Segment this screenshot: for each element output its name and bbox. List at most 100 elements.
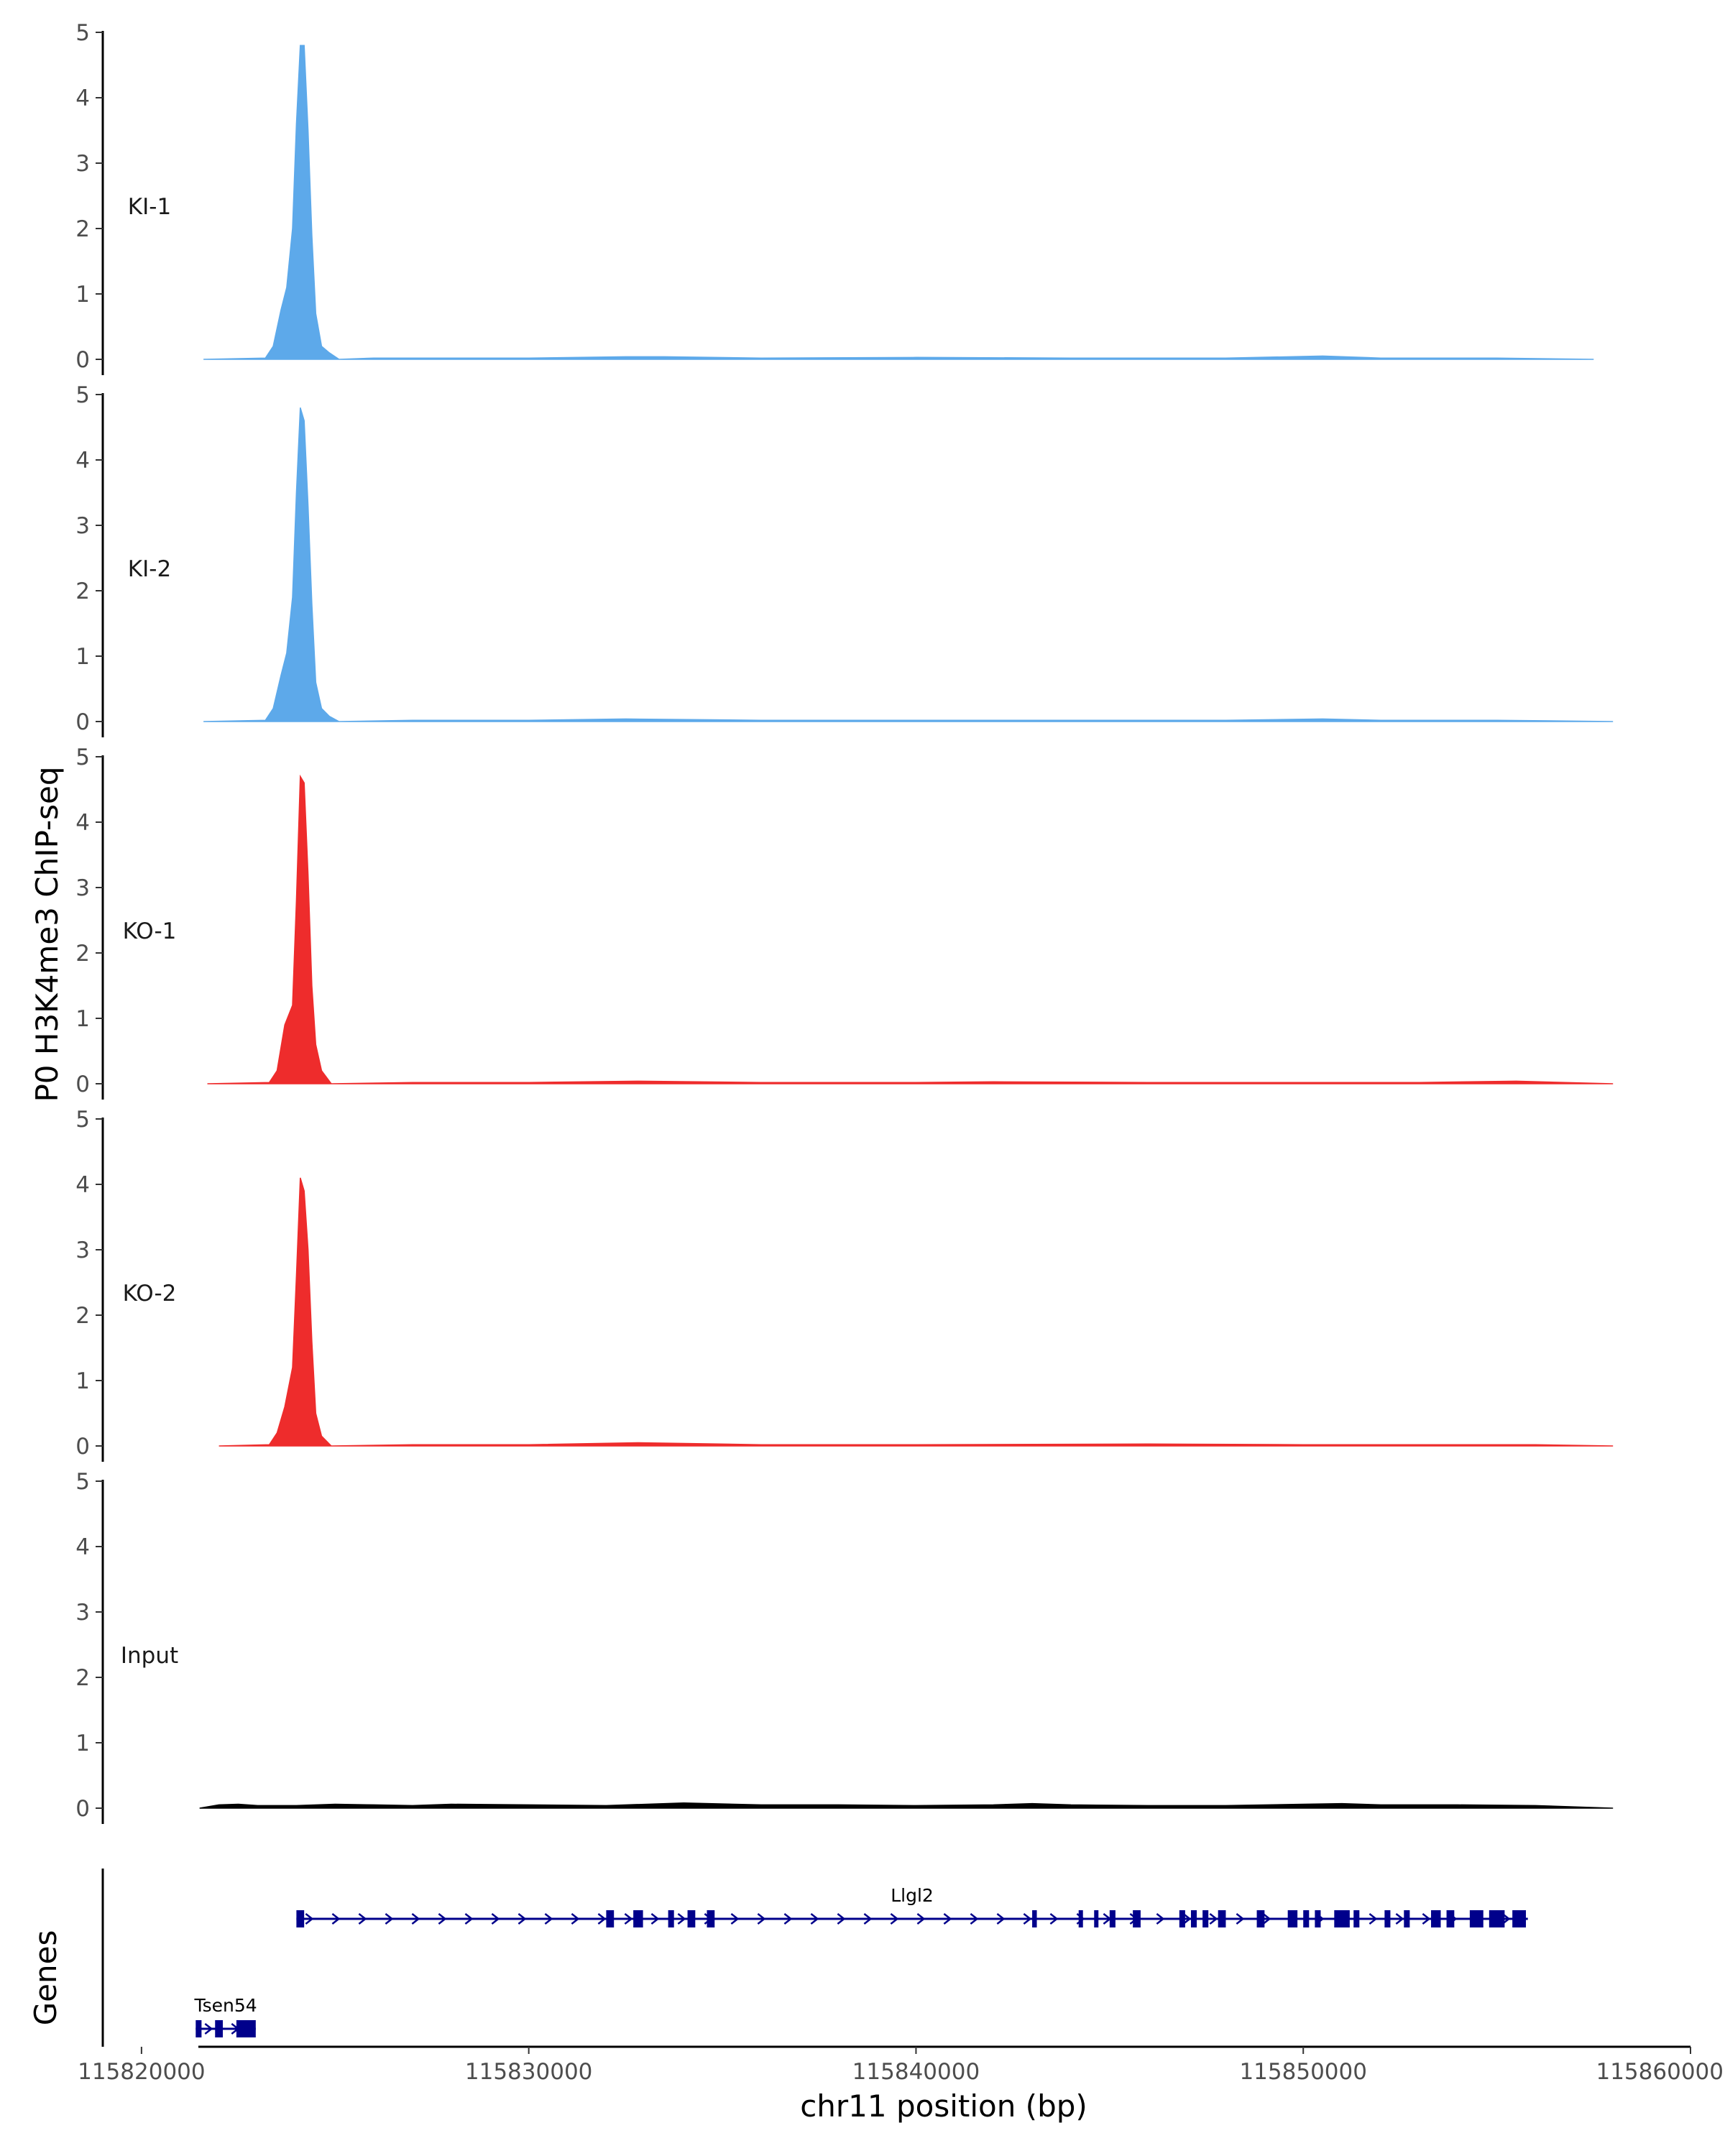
strand-arrow xyxy=(1368,1913,1378,1925)
gene-exon xyxy=(633,1910,643,1927)
x-tick-label: 115840000 xyxy=(852,2059,980,2085)
gene-exon xyxy=(1404,1910,1410,1927)
strand-arrow xyxy=(1262,1913,1271,1925)
strand-arrow xyxy=(863,1913,873,1925)
gene-annotation-panel: Genes Llgl2 Tsen54 xyxy=(28,1869,1528,2047)
signal-area xyxy=(218,1177,1614,1447)
y-tick-label: 0 xyxy=(75,1072,90,1097)
track-input: 0 1 2 3 4 5 Input xyxy=(75,1469,1614,1824)
gene-exon xyxy=(1512,1910,1527,1927)
gene-exon xyxy=(1256,1910,1265,1927)
y-tick-label: 0 xyxy=(75,347,90,373)
strand-arrow xyxy=(331,1913,341,1925)
gene-exon xyxy=(1303,1910,1310,1927)
gene-exon xyxy=(1109,1910,1116,1927)
strand-arrow xyxy=(890,1913,899,1925)
y-tick-label: 2 xyxy=(75,216,90,242)
y-tick-label: 3 xyxy=(75,875,90,901)
strand-arrow xyxy=(464,1913,474,1925)
gene-llgl2: Llgl2 xyxy=(296,1885,1528,1927)
y-tick-label: 0 xyxy=(75,709,90,735)
strand-arrow xyxy=(305,1913,314,1925)
y-tick-label: 1 xyxy=(75,282,90,308)
y-tick-label: 3 xyxy=(75,513,90,539)
strand-arrow xyxy=(943,1913,952,1925)
strand-arrow xyxy=(1023,1913,1032,1925)
strand-arrow xyxy=(783,1913,793,1925)
x-tick-label: 115820000 xyxy=(78,2059,206,2085)
gene-exon xyxy=(1334,1910,1350,1927)
gene-exon xyxy=(1078,1910,1083,1927)
gene-exon xyxy=(236,2020,256,2037)
signal-area xyxy=(203,45,1594,360)
gene-exon xyxy=(1190,1910,1197,1927)
strand-arrow xyxy=(1182,1913,1192,1925)
strand-arrow xyxy=(1422,1913,1431,1925)
y-tick-label: 1 xyxy=(75,1731,90,1756)
gene-exon xyxy=(606,1910,615,1927)
gene-exon xyxy=(196,2020,202,2037)
strand-arrow xyxy=(1236,1913,1245,1925)
strand-arrow xyxy=(358,1913,367,1925)
gene-exon xyxy=(1202,1910,1209,1927)
y-tick-label: 1 xyxy=(75,1006,90,1032)
track-ko-1: 0 1 2 3 4 5 KO-1 xyxy=(75,745,1614,1100)
y-tick-label: 0 xyxy=(75,1796,90,1822)
strand-arrow xyxy=(1395,1913,1404,1925)
gene-exon xyxy=(687,1910,696,1927)
strand-arrow xyxy=(518,1913,527,1925)
gene-exon xyxy=(1469,1910,1484,1927)
gene-exon xyxy=(707,1910,715,1927)
gene-exon xyxy=(1315,1910,1321,1927)
strand-arrow xyxy=(730,1913,740,1925)
gene-exon xyxy=(1133,1910,1141,1927)
signal-area xyxy=(207,774,1614,1084)
strand-arrow xyxy=(1049,1913,1059,1925)
strand-arrow xyxy=(810,1913,819,1925)
y-tick-label: 4 xyxy=(75,810,90,836)
signal-tracks: 0 1 2 3 4 5 KI-1 0 1 2 3 4 5 KI-2 0 1 2 3 4 5 KO-1 0 1 2 3 4 5 KO-2… xyxy=(75,20,1614,1824)
track-ko-2: 0 1 2 3 4 5 KO-2 xyxy=(75,1107,1614,1462)
signal-area xyxy=(199,1802,1614,1809)
gene-exon xyxy=(1287,1910,1298,1927)
strand-arrow xyxy=(916,1913,926,1925)
y-tick-label: 1 xyxy=(75,644,90,670)
strand-arrow xyxy=(491,1913,500,1925)
strand-arrow xyxy=(544,1913,553,1925)
y-tick-label: 5 xyxy=(75,382,90,408)
y-tick-label: 3 xyxy=(75,1238,90,1263)
x-tick-label: 115860000 xyxy=(1596,2059,1724,2085)
track-label: Input xyxy=(121,1643,178,1669)
strand-arrow xyxy=(1156,1913,1165,1925)
y-tick-label: 4 xyxy=(75,1172,90,1198)
strand-arrow xyxy=(1501,1913,1511,1925)
gene-name-label: Tsen54 xyxy=(193,1995,257,2016)
x-axis: 115820000 115830000 115840000 115850000 1158… xyxy=(78,2045,1724,2085)
gene-exon xyxy=(1179,1910,1185,1927)
y-tick-label: 3 xyxy=(75,151,90,177)
track-ki-2: 0 1 2 3 4 5 KI-2 xyxy=(75,382,1614,737)
strand-arrow xyxy=(970,1913,979,1925)
strand-arrow xyxy=(677,1913,686,1925)
strand-arrow xyxy=(411,1913,420,1925)
strand-arrow xyxy=(597,1913,607,1925)
strand-arrow xyxy=(757,1913,766,1925)
strand-arrow xyxy=(438,1913,447,1925)
gene-exon xyxy=(1353,1910,1360,1927)
strand-arrow xyxy=(996,1913,1006,1925)
gene-exon xyxy=(1218,1910,1226,1927)
y-tick-label: 5 xyxy=(75,20,90,46)
y-tick-label: 5 xyxy=(75,745,90,770)
gene-exon xyxy=(1431,1910,1441,1927)
y-tick-label: 2 xyxy=(75,1665,90,1691)
strand-arrow xyxy=(837,1913,846,1925)
track-label: KO-2 xyxy=(123,1281,177,1307)
track-ki-1: 0 1 2 3 4 5 KI-1 xyxy=(75,20,1594,375)
y-tick-label: 1 xyxy=(75,1368,90,1394)
x-tick-label: 115850000 xyxy=(1239,2059,1367,2085)
gene-exon xyxy=(668,1910,674,1927)
y-tick-label: 2 xyxy=(75,941,90,967)
track-label: KO-1 xyxy=(123,918,177,944)
gene-exon xyxy=(1489,1910,1505,1927)
